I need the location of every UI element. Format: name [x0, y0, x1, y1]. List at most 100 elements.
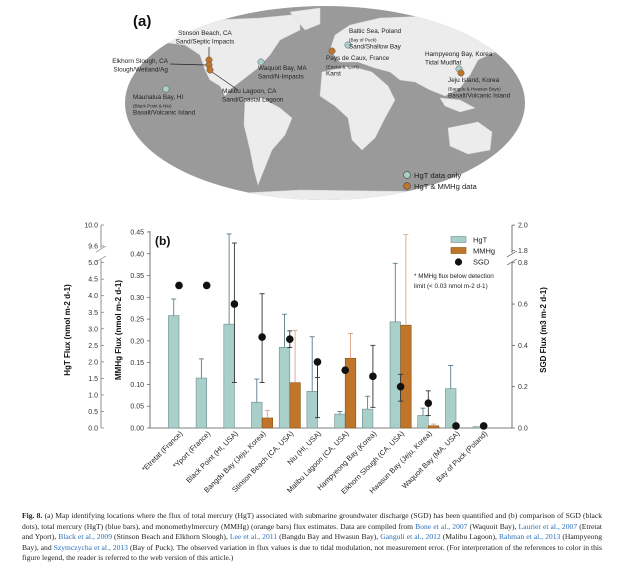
hgt-bar — [168, 315, 180, 429]
panel-a-label: (a) — [133, 13, 151, 30]
sgd-point — [286, 335, 294, 343]
mmhg-tick-label: 0.40 — [130, 251, 144, 258]
mmhg-tick-label: 0.20 — [130, 338, 144, 345]
sgd-point — [479, 422, 488, 430]
hgt-tick-label: 10.0 — [84, 223, 98, 230]
mmhg-axis-label: MMHg Flux (nmol m-2 d-1) — [114, 280, 123, 380]
hgt-tick-label: 0.0 — [88, 426, 98, 433]
site-label: Hampyeong Bay, Korea — [425, 51, 493, 58]
southeast-asia — [439, 97, 476, 113]
sgd-point — [341, 366, 350, 374]
hgt-tick-label: 3.5 — [88, 310, 98, 317]
hgt-tick-label: 2.0 — [88, 359, 98, 366]
caption-text: (Bay of Puck). The observed variation in… — [22, 542, 602, 563]
axis-break-mark — [506, 258, 518, 266]
site-marker — [328, 47, 336, 55]
site-label: Sand/N-Impacts — [258, 74, 304, 81]
mmhg-bar — [261, 417, 274, 429]
mmhg-tick-label: 0.25 — [130, 317, 144, 324]
caption-text: (Bangdu Bay and Hwasun Bay), — [277, 532, 381, 542]
caption-text: (a) Map identifying locations where the … — [22, 511, 602, 531]
site-label: Baltic Sea, Poland — [349, 28, 402, 35]
mmhg-bar — [427, 425, 440, 429]
sgd-point — [452, 422, 460, 430]
hgt-tick-label: 3.0 — [88, 326, 98, 333]
site-label: Malibu Lagoon, CA — [222, 88, 277, 95]
sgd-tick-label: 0.8 — [518, 260, 528, 267]
sgd-point — [396, 382, 405, 391]
site-label: (Black Point & Niu) — [133, 104, 172, 109]
legend-swatch — [450, 247, 467, 254]
hgt-bar — [278, 347, 291, 429]
axis-break-mark — [506, 250, 518, 258]
legend-label: MMHg — [473, 247, 495, 256]
reference-link[interactable]: Laurier et al., 2007 — [518, 521, 578, 531]
x-tick-label: Bay of Puck (Poland) — [434, 429, 489, 484]
sgd-tick-label: 0.2 — [518, 384, 528, 391]
legend-label: HgT & MMHg data — [414, 182, 478, 191]
axis-break-mark — [95, 245, 107, 253]
axis-break-mark — [95, 255, 107, 263]
mmhg-tick-label: 0.45 — [130, 229, 144, 236]
axis-break-gap — [97, 248, 107, 260]
figure-caption: Fig. 8. (a) Map identifying locations wh… — [22, 511, 602, 564]
hgt-bar — [361, 408, 374, 429]
mmhg-bar — [289, 382, 301, 429]
africa — [319, 65, 396, 151]
reference-link[interactable]: Rahman et al., 2013 — [498, 532, 561, 542]
site-label: Karst — [326, 71, 341, 78]
legend-marker — [403, 182, 411, 190]
sgd-axis-label: SGD Flux (m3 m-2 d-1) — [539, 287, 548, 373]
site-marker — [162, 85, 170, 93]
reference-link[interactable]: Ganguli et al., 2012 — [380, 532, 441, 542]
reference-link[interactable]: Lee et al., 2011 — [229, 532, 278, 542]
reference-link[interactable]: Black et al., 2009 — [58, 532, 112, 542]
panel-b-label: (b) — [155, 234, 170, 248]
caption-text: (Stinson Beach and Elkhorn Slough), — [112, 532, 230, 542]
site-label: Stinson Beach, CA — [178, 30, 232, 37]
hgt-tick-label: 4.0 — [88, 293, 98, 300]
caption-text: (Waquoit Bay), — [467, 521, 519, 531]
x-tick-label: Black Point (HI, USA) — [184, 429, 240, 485]
sgd-point — [230, 300, 239, 308]
leader-line — [211, 71, 239, 91]
mmhg-tick-label: 0.00 — [130, 426, 144, 433]
caption-text: (Malibu Lagoon), — [440, 532, 499, 542]
hgt-bar — [306, 390, 318, 429]
detection-limit-note: limit (< 0.03 nmol m-2 d-1) — [414, 283, 488, 290]
site-label: (Bay of Puck) — [349, 38, 377, 43]
hgt-tick-label: 2.5 — [88, 343, 98, 350]
sgd-tick-label: 0.0 — [518, 426, 528, 433]
site-label: (Bangdu & Hwasun Bays) — [448, 87, 501, 92]
figure-number: Fig. 8. — [22, 511, 43, 520]
site-label: Maunalua Bay, HI — [133, 94, 184, 101]
reference-link[interactable]: Bone et al., 2007 — [415, 521, 468, 531]
site-label: Tidal Mudflat — [425, 60, 462, 67]
sgd-tick-label: 2.0 — [518, 223, 528, 230]
sgd-tick-label: 1.8 — [518, 248, 528, 255]
hgt-bar — [334, 413, 346, 429]
hgt-bar — [223, 323, 235, 429]
site-label: Sand/Coastal Lagoon — [222, 97, 284, 104]
site-label: Sand/Shallow Bay — [349, 44, 402, 51]
legend-label: SGD — [473, 258, 490, 267]
mmhg-tick-label: 0.35 — [130, 273, 144, 280]
legend-swatch — [454, 258, 463, 266]
site-label: Basalt/Volcanic Island — [133, 110, 196, 117]
hgt-bar — [389, 321, 401, 429]
reference-link[interactable]: Szymczycha et al., 2013 — [53, 542, 128, 552]
hgt-tick-label: 9.6 — [88, 244, 98, 251]
sgd-point — [369, 372, 377, 381]
site-label: Elkhorn Slough, CA — [112, 58, 169, 65]
hgt-tick-label: 4.5 — [88, 277, 98, 284]
hgt-tick-label: 5.0 — [88, 260, 98, 267]
greenland — [289, 7, 321, 31]
caption-text: (Hampyeong Bay), and — [22, 532, 602, 552]
legend-swatch — [450, 236, 467, 243]
sgd-tick-label: 0.4 — [518, 343, 528, 350]
flux-chart-panel: 0.000.050.100.150.200.250.300.350.400.45… — [63, 223, 548, 496]
australia — [447, 121, 493, 155]
caption-body: (a) Map identifying locations where the … — [22, 511, 602, 562]
mmhg-tick-label: 0.30 — [130, 295, 144, 302]
legend-label: HgT data only — [414, 171, 461, 180]
